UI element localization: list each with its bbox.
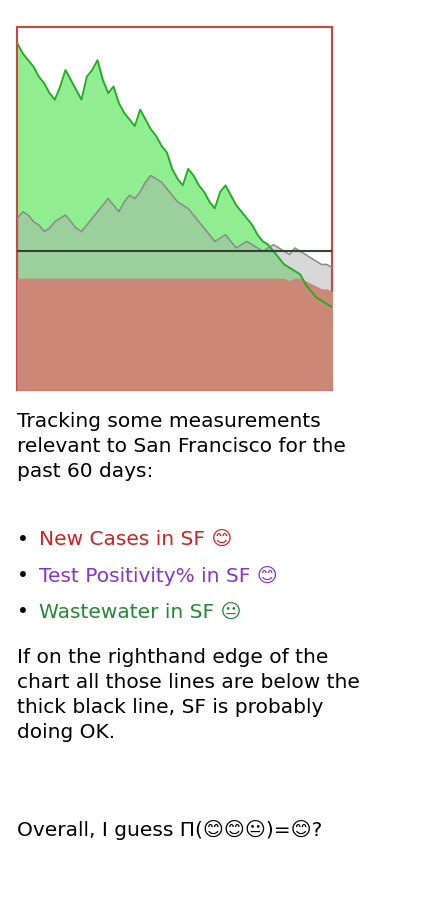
Text: New Cases in SF 😊: New Cases in SF 😊 [39,530,233,549]
Text: Test Positivity% in SF 😊: Test Positivity% in SF 😊 [39,566,278,586]
Text: If on the righthand edge of the
chart all those lines are below the
thick black : If on the righthand edge of the chart al… [17,648,361,742]
Text: •: • [17,566,29,585]
Text: Tracking some measurements
relevant to San Francisco for the
past 60 days:: Tracking some measurements relevant to S… [17,412,347,481]
Text: •: • [17,530,29,549]
Text: Overall, I guess Π(😊😊😐)=😊?: Overall, I guess Π(😊😊😐)=😊? [17,820,323,840]
Text: Wastewater in SF 😐: Wastewater in SF 😐 [39,602,242,622]
Text: •: • [17,602,29,622]
